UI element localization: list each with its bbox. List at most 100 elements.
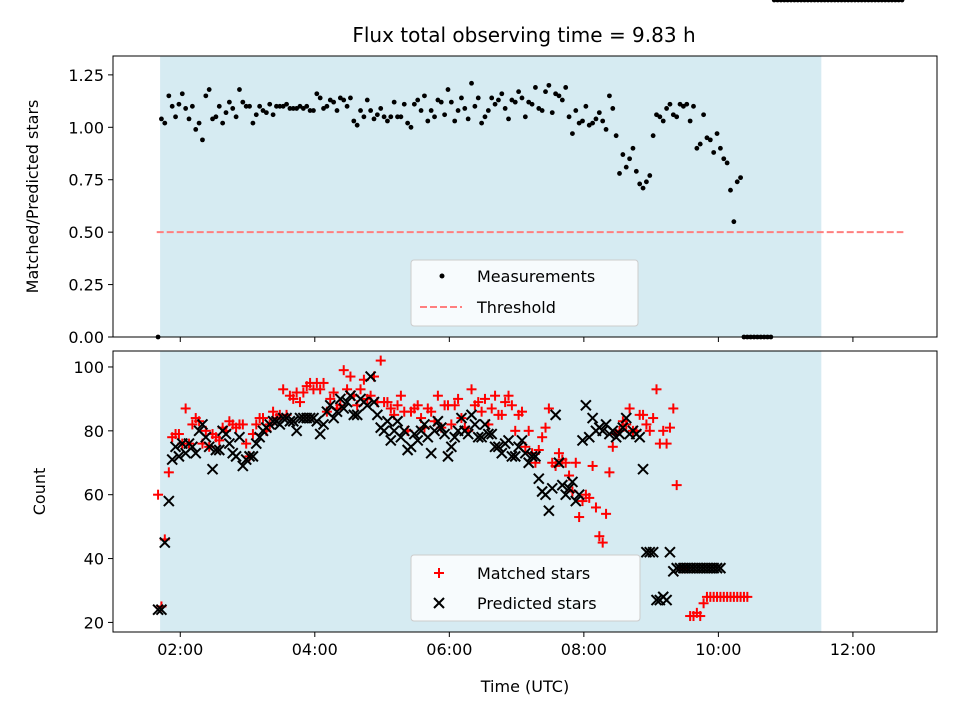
measurement-point bbox=[442, 112, 448, 118]
measurement-point bbox=[223, 110, 229, 116]
measurement-point bbox=[432, 114, 437, 120]
matched-star-point bbox=[258, 413, 269, 424]
predicted-star-point bbox=[331, 405, 343, 418]
matched-star-point bbox=[695, 611, 706, 622]
x-tick-label: 02:00 bbox=[157, 640, 203, 659]
x-tick-label: 06:00 bbox=[426, 640, 472, 659]
measurement-point bbox=[263, 110, 269, 116]
predicted-star-point bbox=[169, 441, 182, 453]
measurement-point bbox=[583, 103, 589, 109]
predicted-star-point bbox=[442, 450, 454, 463]
measurement-point bbox=[556, 93, 562, 99]
measurement-point bbox=[425, 118, 431, 124]
matched-star-point bbox=[742, 591, 753, 602]
measurement-point bbox=[368, 108, 374, 113]
matched-star-point bbox=[516, 406, 527, 417]
matched-star-point bbox=[453, 393, 464, 404]
predicted-star-point bbox=[445, 441, 458, 453]
y-tick-label: 0.75 bbox=[68, 171, 104, 190]
bottom-legend-box bbox=[410, 554, 641, 622]
predicted-star-point bbox=[267, 415, 279, 427]
predicted-star-point bbox=[549, 409, 562, 421]
matched-star-point bbox=[298, 387, 309, 398]
measurement-point bbox=[233, 114, 239, 120]
measurement-point bbox=[559, 97, 565, 103]
measurement-point bbox=[684, 101, 690, 107]
predicted-star-point bbox=[479, 418, 491, 431]
flux-ratio-panel: 0.00 0.25 0.50 0.75 1.00 1.25 Matched/Predict… bbox=[23, 0, 938, 347]
measurement-point bbox=[216, 103, 222, 109]
bottom-axes-frame bbox=[112, 350, 938, 633]
matched-star-point bbox=[510, 425, 521, 436]
matched-star-point bbox=[658, 425, 669, 436]
legend-measurements-label: Measurements bbox=[477, 267, 595, 286]
matched-star-point bbox=[180, 403, 191, 414]
measurement-point bbox=[385, 118, 390, 124]
y-tick-label: 1.00 bbox=[68, 118, 104, 137]
matched-star-point bbox=[584, 492, 595, 503]
matched-star-point bbox=[385, 403, 396, 414]
top-y-axis-label: Matched/Predicted stars bbox=[23, 100, 42, 294]
predicted-star-point bbox=[341, 396, 353, 408]
predicted-star-point bbox=[371, 409, 384, 421]
measurement-point bbox=[418, 108, 424, 113]
measurement-point bbox=[721, 156, 727, 162]
legend-predicted-label: Predicted stars bbox=[477, 594, 597, 613]
measurement-point bbox=[358, 108, 363, 113]
measurement-point bbox=[237, 87, 242, 92]
measurement-point bbox=[230, 106, 236, 111]
measurement-point bbox=[543, 89, 548, 95]
measurement-point bbox=[714, 131, 720, 136]
matched-star-point bbox=[338, 365, 349, 376]
y-tick-label: 0.00 bbox=[68, 328, 104, 347]
y-tick-label: 0.25 bbox=[68, 276, 104, 295]
predicted-star-point bbox=[529, 450, 542, 463]
measurement-point bbox=[401, 101, 407, 107]
predicted-star-point bbox=[253, 431, 266, 443]
legend-predicted-marker bbox=[433, 597, 445, 609]
measurement-point bbox=[620, 152, 626, 157]
matched-star-point bbox=[503, 390, 514, 401]
measurement-point bbox=[539, 108, 545, 113]
top-legend: Measurements Threshold bbox=[410, 259, 639, 327]
bottom-y-axis-label: Count bbox=[30, 468, 49, 516]
measurement-point bbox=[637, 181, 643, 187]
predicted-star-point bbox=[647, 546, 659, 558]
predicted-star-point bbox=[449, 431, 461, 443]
matched-star-point bbox=[490, 390, 501, 401]
measurement-point bbox=[176, 101, 182, 107]
matched-star-point bbox=[187, 419, 198, 430]
predicted-star-point bbox=[290, 425, 303, 437]
predicted-star-point bbox=[284, 415, 296, 427]
measurement-point bbox=[341, 97, 347, 103]
predicted-star-point bbox=[506, 450, 518, 463]
predicted-star-point bbox=[408, 428, 421, 440]
measurement-point bbox=[596, 110, 602, 116]
measurement-point bbox=[687, 118, 693, 124]
measurement-point bbox=[502, 106, 508, 111]
legend-matched-label: Matched stars bbox=[477, 564, 590, 583]
measurement-point bbox=[738, 175, 743, 181]
predicted-star-point bbox=[173, 450, 185, 463]
matched-star-point bbox=[601, 508, 612, 519]
y-tick-label: 0.50 bbox=[68, 223, 104, 242]
figure-title: Flux total observing time = 9.83 h bbox=[352, 23, 695, 47]
measurement-point bbox=[374, 112, 380, 118]
predicted-star-point bbox=[711, 562, 723, 574]
matched-star-point bbox=[537, 432, 548, 443]
measurement-point bbox=[206, 87, 212, 92]
matched-star-point bbox=[570, 457, 581, 468]
predicted-star-point bbox=[385, 434, 397, 447]
measurement-point bbox=[512, 99, 518, 105]
matched-star-point bbox=[294, 397, 305, 408]
measurement-point bbox=[664, 106, 669, 111]
predicted-star-point bbox=[580, 399, 592, 411]
matched-star-point bbox=[449, 400, 460, 411]
measurement-point bbox=[697, 141, 703, 147]
matched-star-point bbox=[237, 419, 248, 430]
bottom-x-ticks: 02:00 04:00 06:00 08:00 10:00 12:00 bbox=[157, 632, 876, 659]
measurement-point bbox=[391, 99, 397, 105]
measurement-point bbox=[718, 145, 723, 151]
measurement-point bbox=[398, 114, 404, 120]
matched-star-point bbox=[268, 406, 279, 417]
